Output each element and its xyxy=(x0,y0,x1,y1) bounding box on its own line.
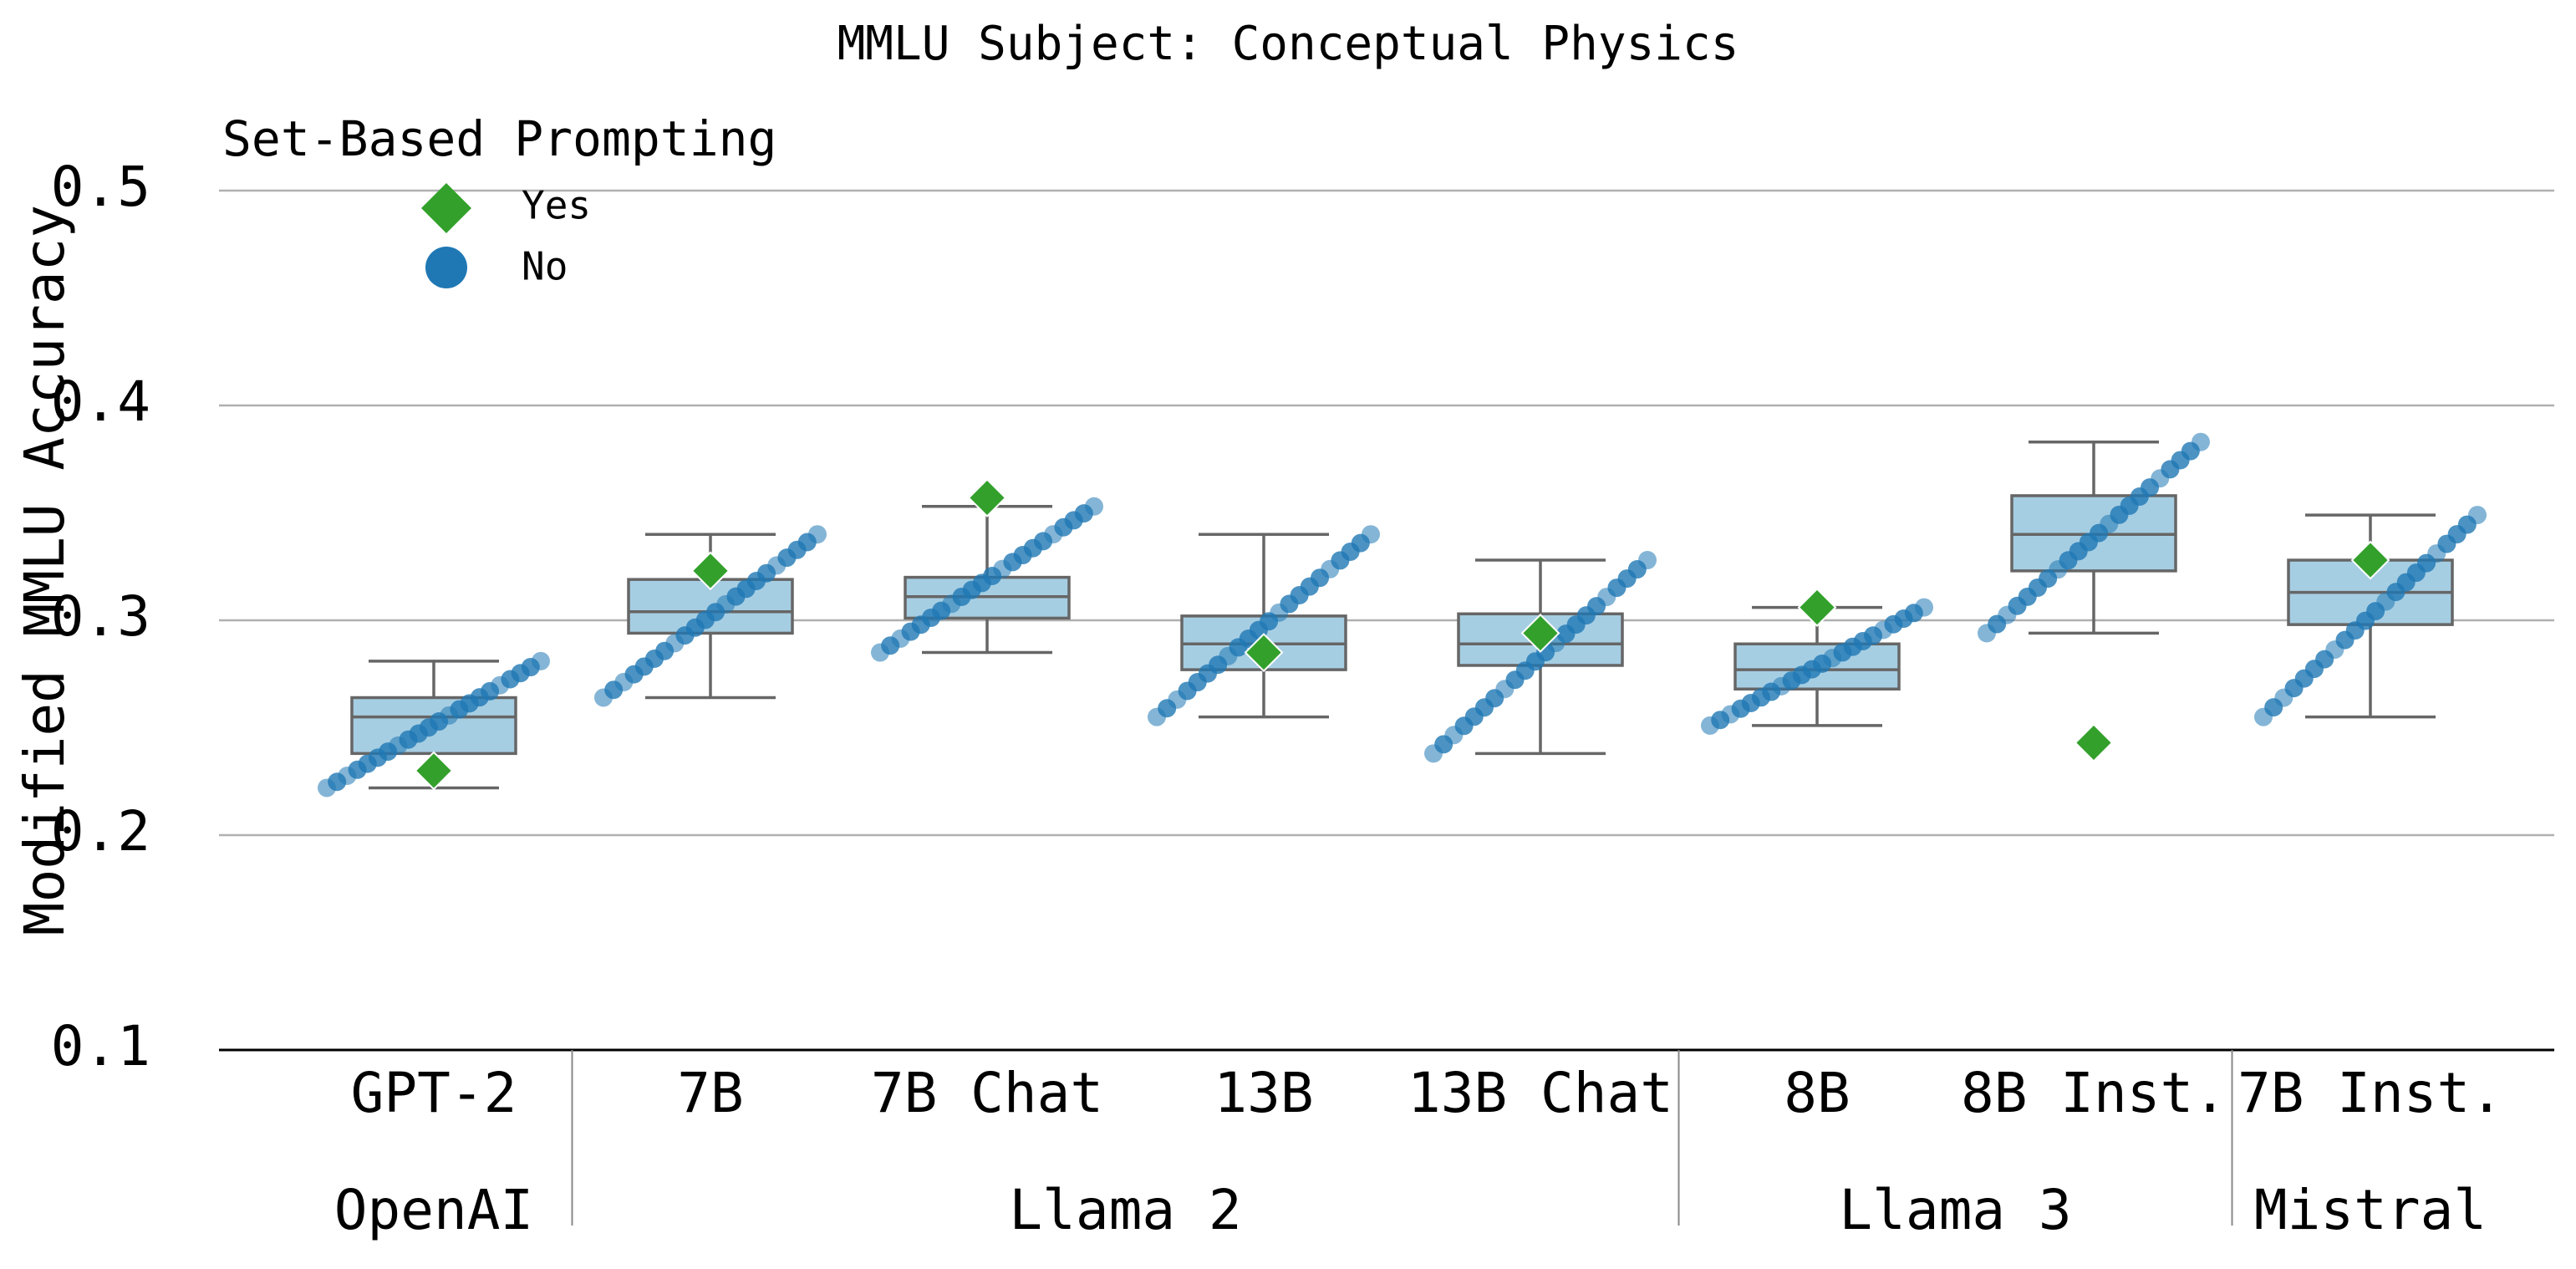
no-point xyxy=(1638,551,1657,570)
yes-point xyxy=(690,551,731,591)
x-tick-label: 13B xyxy=(1214,1061,1313,1125)
no-point xyxy=(2192,432,2210,451)
legend-no-label: No xyxy=(522,244,568,289)
x-tick-label: 8B Inst. xyxy=(1961,1061,2227,1125)
group-label: Llama 2 xyxy=(1009,1178,1241,1242)
x-tick-label: 8B xyxy=(1784,1061,1850,1125)
legend-yes-label: Yes xyxy=(522,183,591,228)
yes-point xyxy=(1520,614,1560,653)
x-tick-label: 7B Chat xyxy=(871,1061,1103,1125)
grid-lines xyxy=(219,189,2554,837)
data-points xyxy=(318,432,2487,798)
y-tick-label: 0.2 xyxy=(51,799,150,864)
y-tick-label: 0.5 xyxy=(51,155,150,219)
x-tick-label: 7B xyxy=(677,1061,743,1125)
x-tick-label: 7B Inst. xyxy=(2237,1061,2503,1125)
y-axis-label: Modified MMLU Accuracy xyxy=(13,205,77,935)
axes: 0.1 0.2 0.3 0.4 0.5 GPT-2 7B 7B Chat 13B 13B Chat… xyxy=(51,155,2554,1242)
group-label: Llama 3 xyxy=(1839,1178,2071,1242)
yes-point xyxy=(2074,723,2114,762)
no-point xyxy=(532,651,550,670)
chart-title: MMLU Subject: Conceptual Physics xyxy=(837,17,1739,71)
no-point xyxy=(1915,598,1933,617)
no-point xyxy=(808,525,827,544)
x-tick-label: 13B Chat xyxy=(1408,1061,1673,1125)
no-point xyxy=(1362,525,1380,544)
yes-point xyxy=(2350,540,2390,580)
legend: Set-Based Prompting Yes No xyxy=(222,110,776,288)
group-label: Mistral xyxy=(2254,1178,2487,1242)
x-tick-label: GPT-2 xyxy=(351,1061,517,1125)
legend-yes-marker xyxy=(421,183,471,233)
legend-no-marker xyxy=(425,247,467,288)
y-tick-label: 0.1 xyxy=(51,1014,150,1078)
y-tick-label: 0.3 xyxy=(51,584,150,649)
yes-point xyxy=(967,478,1007,517)
group-label: OpenAI xyxy=(334,1178,533,1242)
yes-point xyxy=(1244,633,1284,672)
yes-point xyxy=(414,751,454,791)
y-tick-label: 0.4 xyxy=(51,369,150,434)
no-point xyxy=(1085,497,1103,516)
legend-title: Set-Based Prompting xyxy=(222,110,776,167)
no-point xyxy=(2468,506,2487,525)
yes-point xyxy=(1797,588,1837,627)
